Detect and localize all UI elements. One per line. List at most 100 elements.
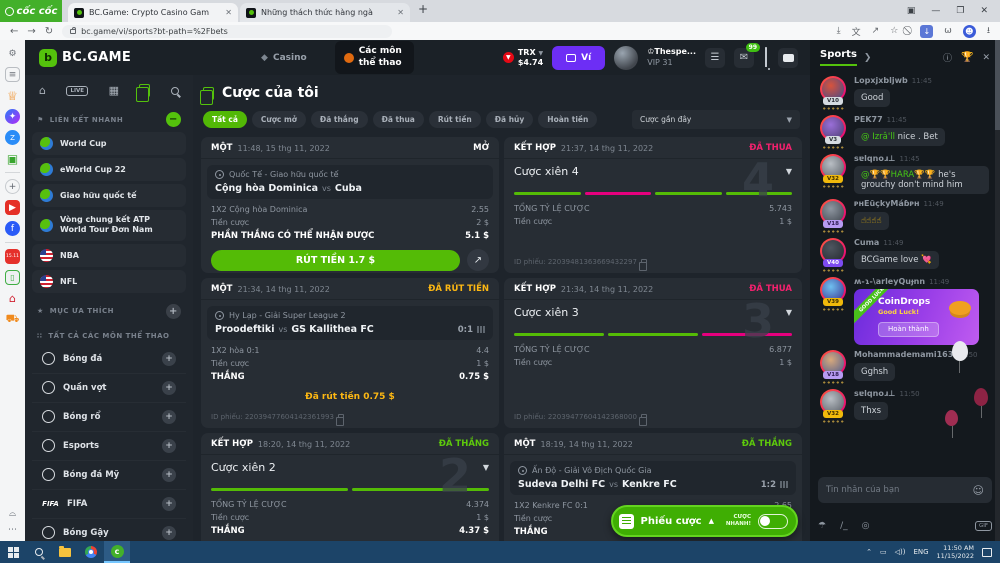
- more-icon[interactable]: ⋯: [8, 525, 17, 535]
- bet-card-single-won[interactable]: MỘT 18:19, 14 thg 11, 2022 ĐÃ THẮNG Ấn Đ…: [504, 433, 802, 541]
- taskbar-search-icon[interactable]: [26, 541, 52, 563]
- quick-link-friendlies[interactable]: Giao hữu quốc tế: [32, 184, 186, 207]
- hat-app-icon[interactable]: ⌂: [9, 292, 16, 305]
- share-bet-button[interactable]: ↗: [467, 249, 489, 271]
- rank-list-button[interactable]: ☰: [705, 47, 725, 68]
- avatar[interactable]: [820, 115, 846, 141]
- add-shortcut-icon[interactable]: +: [5, 179, 20, 194]
- reload-icon[interactable]: ↻: [44, 25, 54, 37]
- balance-selector[interactable]: ▼ TRX ▼ $4.74: [502, 48, 543, 68]
- sale-badge[interactable]: 15.11: [5, 249, 20, 264]
- live-button[interactable]: LIVE: [66, 85, 89, 96]
- chat-close-icon[interactable]: ✕: [982, 52, 990, 63]
- start-button[interactable]: [0, 541, 26, 563]
- chat-username[interactable]: sɐlqnoɹ⊥: [854, 154, 896, 163]
- slash-command-icon[interactable]: /​_: [840, 521, 848, 531]
- chat-username[interactable]: Mohammademami163: [854, 350, 954, 359]
- quick-link-worldcup[interactable]: World Cup: [32, 132, 186, 155]
- chevron-right-icon[interactable]: ❯: [863, 52, 872, 63]
- filter-cashout[interactable]: Rút tiền: [428, 111, 481, 128]
- copy-icon[interactable]: [638, 258, 647, 271]
- chat-username[interactable]: ʍ-ɿ-\arleyQuɟnn: [854, 277, 926, 286]
- bet-card-combo-4[interactable]: KẾT HỢP 21:37, 14 thg 11, 2022 ĐÃ THUA C…: [504, 137, 802, 273]
- filter-refund[interactable]: Hoàn tiền: [538, 111, 598, 128]
- action-center-icon[interactable]: [982, 547, 992, 557]
- tab-bcgame[interactable]: BC.Game: Crypto Casino Gam ✕: [68, 3, 238, 22]
- expand-plus-icon[interactable]: +: [162, 438, 176, 453]
- cart-icon[interactable]: ⛟: [5, 312, 20, 325]
- copy-icon[interactable]: [335, 413, 344, 426]
- download-button[interactable]: ↓: [920, 24, 934, 38]
- network-icon[interactable]: ▭: [879, 548, 887, 556]
- filter-cancelled[interactable]: Đã hủy: [485, 111, 534, 128]
- sport-american-football[interactable]: Bóng đá Mỹ +: [32, 461, 186, 490]
- quick-link-atp[interactable]: Vòng chung kết ATP World Tour Đơn Nam: [32, 210, 186, 241]
- chat-tab-sports[interactable]: Sports: [820, 49, 857, 66]
- volume-icon[interactable]: ◁)): [894, 548, 906, 556]
- filter-open[interactable]: Cược mở: [251, 111, 306, 128]
- chat-input[interactable]: [826, 485, 973, 495]
- notifications-bell-icon[interactable]: ⌓: [8, 509, 17, 519]
- bet-card-single-cashout[interactable]: MỘT 21:34, 14 thg 11, 2022 ĐÃ RÚT TIỀN H…: [201, 278, 499, 428]
- url-box[interactable]: bc.game/vi/sports?bt-path=%2Fbets: [62, 24, 393, 38]
- expand-plus-icon[interactable]: +: [162, 380, 176, 395]
- expand-plus-icon[interactable]: +: [162, 467, 176, 482]
- calendar-icon[interactable]: ▦: [108, 84, 119, 97]
- my-bets-icon[interactable]: [136, 84, 151, 102]
- chat-mention[interactable]: @ Izrâ'll: [861, 132, 895, 142]
- profile-icon[interactable]: ☻: [962, 24, 976, 38]
- file-explorer-icon[interactable]: [52, 541, 78, 563]
- filter-all[interactable]: Tất cả: [203, 111, 247, 128]
- maximize-button[interactable]: ❐: [956, 6, 965, 16]
- forward-icon[interactable]: →: [27, 25, 36, 37]
- bet-card-combo-2[interactable]: KẾT HỢP 18:20, 14 thg 11, 2022 ĐÃ THẮNG …: [201, 433, 499, 541]
- coccoc-taskbar-icon[interactable]: c: [104, 541, 130, 563]
- tray-chevron-up-icon[interactable]: ⌃: [866, 548, 872, 556]
- quick-bet-toggle[interactable]: [758, 513, 788, 529]
- bet-card-single-open[interactable]: MỘT 11:48, 15 thg 11, 2022 MỞ Quốc Tế - …: [201, 137, 499, 273]
- games-icon[interactable]: ▣: [6, 151, 19, 166]
- language-indicator[interactable]: ENG: [913, 548, 929, 556]
- cashout-button[interactable]: RÚT TIỀN 1.7 $: [211, 249, 460, 271]
- chat-username[interactable]: Cuma: [854, 238, 880, 247]
- coin-toggle-icon[interactable]: ◎: [861, 521, 870, 531]
- clock[interactable]: 11:50 AM 11/15/2022: [936, 543, 974, 560]
- filter-lost[interactable]: Đã thua: [372, 111, 424, 128]
- minimize-button[interactable]: —: [931, 6, 941, 16]
- stats-icon[interactable]: [477, 326, 485, 333]
- bookmark-star-icon[interactable]: ☆: [890, 26, 899, 36]
- expand-plus-icon[interactable]: +: [162, 351, 176, 366]
- chat-username[interactable]: sɐlqnoɹ⊥: [854, 389, 896, 398]
- expand-plus-icon[interactable]: +: [162, 525, 176, 540]
- expand-plus-icon[interactable]: +: [162, 409, 176, 424]
- quick-link-nfl[interactable]: NFL: [32, 269, 186, 293]
- quick-link-nba[interactable]: NBA: [32, 243, 186, 267]
- extension-icon[interactable]: ω: [944, 26, 952, 36]
- chat-mention[interactable]: @🏆🏆HARA🏆🏆: [861, 170, 936, 180]
- nav-sports[interactable]: Các môn thể thao: [334, 41, 414, 74]
- tab-search-icon[interactable]: ▣: [906, 6, 916, 16]
- settings-gear-icon[interactable]: ⚙: [8, 48, 17, 59]
- downloads-tray-icon[interactable]: ⭳: [986, 26, 990, 36]
- youtube-icon[interactable]: ▶: [5, 200, 20, 215]
- back-icon[interactable]: ←: [10, 25, 19, 37]
- chat-toggle-button[interactable]: [778, 47, 798, 68]
- sport-fifa[interactable]: FIFA FIFA +: [32, 490, 186, 519]
- notifications-button[interactable]: [763, 47, 769, 67]
- sport-football[interactable]: Bóng đá +: [32, 345, 186, 374]
- copy-icon[interactable]: [638, 413, 647, 426]
- coindrops-card[interactable]: GOOD LUCK CoinDrops Good Luck! Hoàn thàn…: [854, 289, 979, 345]
- chat-username[interactable]: ᴘʜEūçkyMáɓᴘʜ: [854, 199, 920, 208]
- emoji-icon[interactable]: ☺: [972, 483, 984, 497]
- facebook-icon[interactable]: f: [5, 221, 20, 236]
- expand-chevron-icon[interactable]: ▼: [785, 308, 792, 317]
- gif-icon[interactable]: GIF: [974, 521, 992, 531]
- reading-list-icon[interactable]: ≡: [5, 67, 20, 82]
- add-favorite-button[interactable]: +: [166, 303, 181, 319]
- expand-chevron-icon[interactable]: ▼: [482, 463, 489, 472]
- new-tab-button[interactable]: +: [418, 2, 429, 16]
- inbox-button[interactable]: ✉ 99: [734, 42, 760, 68]
- coindrops-claim-button[interactable]: Hoàn thành: [878, 321, 939, 337]
- close-button[interactable]: ✕: [980, 6, 988, 16]
- tab-close-icon[interactable]: ✕: [397, 8, 404, 17]
